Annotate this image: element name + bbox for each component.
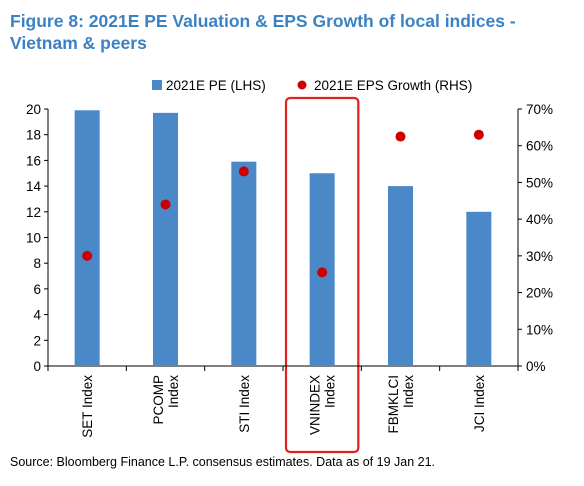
left-tick-label: 16 bbox=[26, 153, 41, 168]
legend-label-eps: 2021E EPS Growth (RHS) bbox=[314, 78, 472, 93]
left-tick-label: 8 bbox=[33, 256, 41, 271]
right-tick-label: 40% bbox=[526, 212, 553, 227]
legend-swatch-eps bbox=[297, 80, 307, 90]
point-eps-growth bbox=[82, 250, 93, 261]
category-label: Index bbox=[323, 375, 338, 408]
right-tick-label: 0% bbox=[526, 359, 546, 374]
category-label: Index bbox=[401, 375, 416, 408]
category-label: Index bbox=[166, 375, 181, 408]
right-tick-label: 10% bbox=[526, 322, 553, 337]
point-eps-growth bbox=[238, 166, 249, 177]
left-tick-label: 2 bbox=[33, 333, 41, 348]
category-label: STI Index bbox=[237, 375, 252, 433]
category-label: PCOMP bbox=[151, 375, 166, 425]
legend-label-pe: 2021E PE (LHS) bbox=[166, 78, 266, 93]
right-tick-label: 70% bbox=[526, 102, 553, 117]
legend-swatch-pe bbox=[152, 80, 162, 90]
category-label: VNINDEX bbox=[308, 375, 323, 435]
figure-title: Figure 8: 2021E PE Valuation & EPS Growt… bbox=[10, 11, 516, 53]
point-eps-growth bbox=[317, 267, 328, 278]
source-note: Source: Bloomberg Finance L.P. consensus… bbox=[10, 455, 436, 469]
point-eps-growth bbox=[395, 131, 406, 142]
category-label: JCI Index bbox=[472, 375, 487, 432]
category-label: SET Index bbox=[80, 375, 95, 438]
left-tick-label: 4 bbox=[33, 308, 41, 323]
bar-pe bbox=[153, 112, 178, 366]
bar-pe bbox=[466, 211, 492, 366]
right-tick-label: 50% bbox=[526, 175, 553, 190]
right-tick-label: 30% bbox=[526, 249, 553, 264]
point-eps-growth bbox=[473, 129, 484, 140]
left-tick-label: 20 bbox=[26, 102, 41, 117]
point-eps-growth bbox=[160, 199, 171, 210]
highlight-box bbox=[284, 96, 360, 454]
category-label: FBMKLCI bbox=[386, 375, 401, 434]
left-tick-label: 12 bbox=[26, 205, 41, 220]
bar-pe bbox=[74, 110, 100, 366]
right-tick-label: 60% bbox=[526, 139, 553, 154]
left-tick-label: 10 bbox=[26, 231, 41, 246]
left-tick-label: 6 bbox=[33, 282, 41, 297]
right-tick-label: 20% bbox=[526, 286, 553, 301]
left-tick-label: 0 bbox=[33, 359, 41, 374]
bar-pe bbox=[388, 186, 413, 366]
bar-pe bbox=[231, 161, 257, 366]
left-tick-label: 18 bbox=[26, 128, 41, 143]
left-tick-label: 14 bbox=[26, 179, 42, 194]
